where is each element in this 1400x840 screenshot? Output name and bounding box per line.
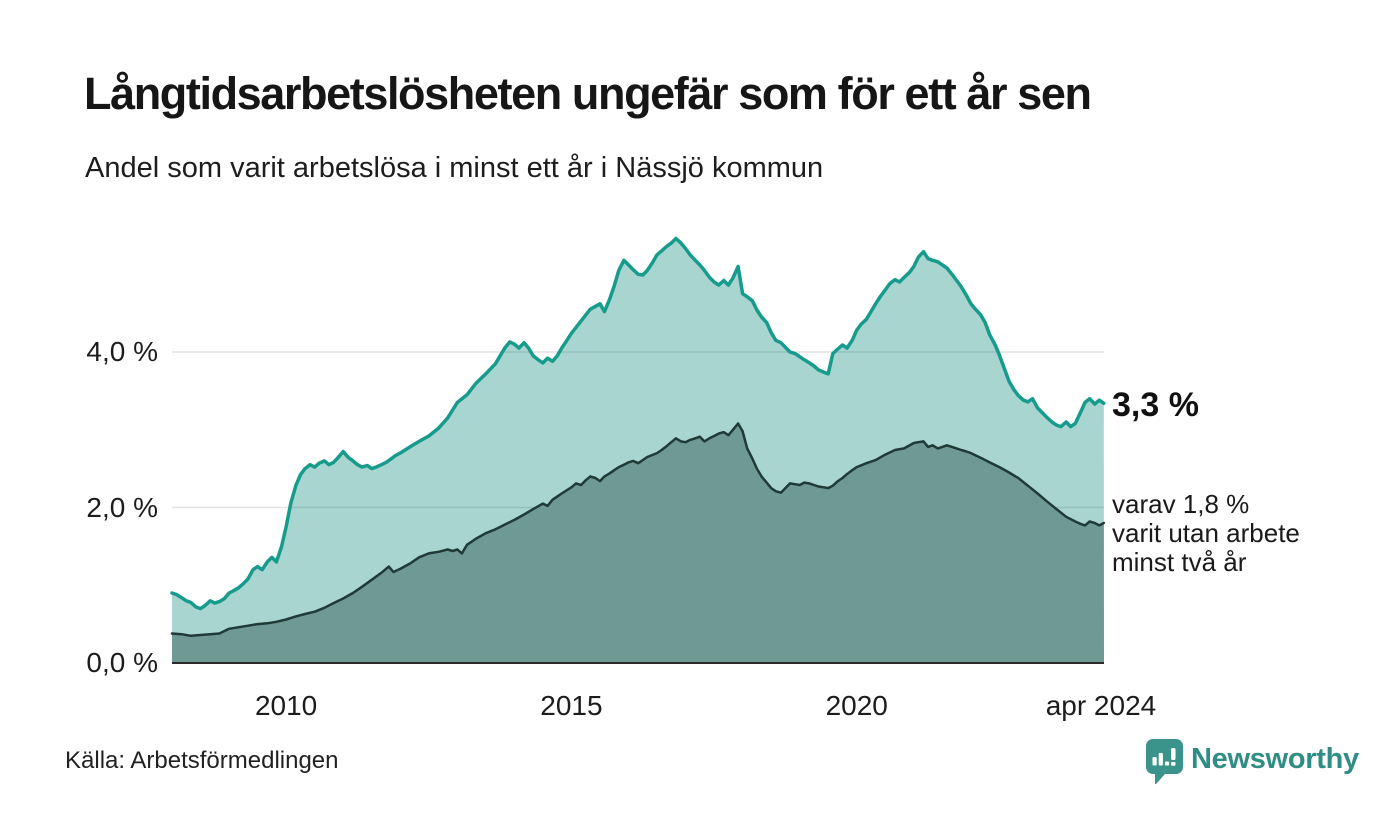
two-year-value-label: varav 1,8 % varit utan arbete minst två …: [1112, 490, 1300, 577]
two-year-value-line2: varit utan arbete: [1112, 518, 1300, 548]
x-axis-tick-label: 2020: [825, 690, 888, 721]
newsworthy-brand: Newsworthy: [1144, 737, 1384, 789]
x-axis-tick-label: apr 2024: [1045, 690, 1157, 721]
two-year-value-line3: minst två år: [1112, 547, 1247, 577]
y-axis-tick-label: 2,0 %: [86, 491, 158, 523]
x-axis-tick-label: 2015: [540, 690, 603, 721]
newsworthy-wordmark: Newsworthy: [1191, 743, 1359, 775]
y-axis-tick-label: 4,0 %: [86, 336, 158, 367]
two-year-value-line1: varav 1,8 %: [1112, 489, 1250, 519]
x-axis-tick-label: 2010: [254, 690, 318, 721]
page-subtitle: Andel som varit arbetslösa i minst ett å…: [85, 152, 824, 184]
source-note: Källa: Arbetsförmedlingen: [65, 747, 339, 774]
newsworthy-logo-icon: [1146, 739, 1183, 785]
logo-bar-1: [1152, 757, 1157, 766]
logo-exclamation-dot: [1171, 762, 1176, 766]
line-two-year: [170, 422, 1106, 638]
x-axis-labels: 2010 2015 2020 apr 2024: [0, 690, 1400, 726]
page-title: Långtidsarbetslösheten ungefär som för e…: [84, 68, 1092, 119]
total-value-label: 3,3 %: [1112, 386, 1199, 424]
line-total: [170, 236, 1106, 611]
logo-bar-2: [1158, 753, 1163, 766]
logo-period-dot: [1164, 761, 1170, 766]
area-two-year: [172, 423, 1104, 663]
logo-speech-bubble: [1146, 739, 1183, 785]
y-axis-tick-label: 0,0 %: [86, 647, 158, 678]
logo-exclamation-bar: [1171, 748, 1176, 760]
